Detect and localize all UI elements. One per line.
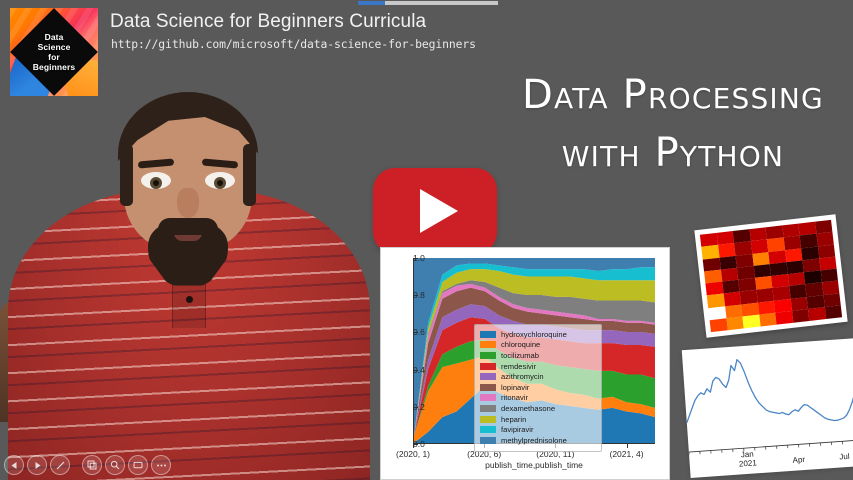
legend-label: chloroquine	[501, 340, 541, 350]
play-triangle-icon	[420, 189, 458, 233]
rectangle-icon	[133, 461, 143, 469]
chart-legend: hydroxychloroquine chloroquine tocilizumab…	[474, 324, 602, 452]
tick-line-1: Apr	[792, 454, 806, 465]
shirt-button	[185, 296, 193, 303]
heatmap-cell	[709, 318, 728, 333]
logo-line-3: for	[48, 52, 60, 62]
slide-title-line-1: Data Processing	[522, 72, 824, 118]
legend-item: ritonavir	[480, 393, 596, 404]
legend-item: dexamethasone	[480, 403, 596, 414]
tick-line-1: Jul	[839, 451, 850, 462]
logo-line-4: Beginners	[32, 62, 76, 72]
search-icon	[110, 460, 120, 470]
heatmap-cell	[725, 316, 744, 331]
line-chart-tick-label: Apr	[792, 455, 805, 465]
legend-label: azithromycin	[501, 372, 544, 382]
legend-swatch	[480, 362, 496, 370]
sideburn-left	[120, 144, 133, 206]
ellipsis-icon	[156, 464, 166, 466]
player-controls	[4, 454, 171, 476]
legend-swatch	[480, 383, 496, 391]
mouth	[174, 233, 202, 241]
legend-swatch	[480, 404, 496, 412]
legend-item: tocilizumab	[480, 350, 596, 361]
eye-left	[141, 172, 171, 189]
video-progress-bar[interactable]	[358, 1, 498, 5]
iris-right	[214, 177, 226, 189]
logo-line-1: Data	[44, 32, 64, 42]
legend-item: lopinavir	[480, 382, 596, 393]
sideburn-right	[243, 144, 256, 206]
legend-swatch	[480, 330, 496, 338]
legend-item: favipiravir	[480, 424, 596, 435]
copy-button[interactable]	[82, 455, 102, 475]
legend-label: tocilizumab	[501, 350, 539, 360]
play-button[interactable]	[27, 455, 47, 475]
page-title: Data Science for Beginners Curricula	[110, 11, 427, 32]
legend-label: hydroxychloroquine	[501, 329, 567, 339]
tick-line-2: 2021	[738, 458, 758, 469]
course-logo: Data Science for Beginners	[10, 8, 98, 96]
legend-label: lopinavir	[501, 382, 530, 392]
back-button[interactable]	[4, 455, 24, 475]
copy-icon	[87, 460, 97, 470]
legend-label: dexamethasone	[501, 403, 556, 413]
legend-swatch	[480, 436, 496, 444]
no-entry-button[interactable]	[50, 455, 70, 475]
heatmap-figure	[694, 214, 848, 338]
moustache	[158, 218, 218, 235]
slash-circle-icon	[56, 461, 64, 469]
eye-right	[205, 172, 235, 189]
legend-label: favipiravir	[501, 425, 534, 435]
legend-swatch	[480, 415, 496, 423]
legend-swatch	[480, 351, 496, 359]
triangle-right-icon	[35, 461, 40, 469]
heatmap-cell	[742, 314, 761, 329]
presenter-video	[0, 48, 376, 480]
x-tick-label: (2020, 1)	[395, 444, 431, 459]
legend-item: methylprednisolone	[480, 435, 596, 446]
legend-item: remdesivir	[480, 361, 596, 372]
triangle-left-icon	[11, 461, 16, 469]
slide-title: Data Processing with Python	[498, 66, 848, 182]
more-button[interactable]	[151, 455, 171, 475]
legend-item: hydroxychloroquine	[480, 329, 596, 340]
legend-item: heparin	[480, 414, 596, 425]
line-chart-figure: Jan 2021 Apr Jul	[681, 338, 853, 478]
video-progress-played	[358, 1, 385, 5]
line-chart-plot	[686, 359, 853, 456]
heatmap-cell	[824, 305, 843, 320]
repo-url[interactable]: http://github.com/microsoft/data-science…	[111, 37, 476, 51]
logo-text: Data Science for Beginners	[10, 32, 98, 72]
card-button[interactable]	[128, 455, 148, 475]
heatmap-cell	[807, 306, 826, 321]
nose	[177, 188, 199, 218]
legend-item: chloroquine	[480, 340, 596, 351]
legend-swatch	[480, 426, 496, 434]
line-chart-tick-label: Jul	[839, 452, 850, 462]
legend-swatch	[480, 341, 496, 349]
heatmap-cell	[775, 310, 793, 325]
legend-swatch	[480, 394, 496, 402]
logo-line-2: Science	[37, 42, 71, 52]
legend-label: remdesivir	[501, 361, 537, 371]
legend-label: ritonavir	[501, 393, 529, 403]
zoom-button[interactable]	[105, 455, 125, 475]
x-axis-label: publish_time,publish_time	[485, 460, 583, 470]
line-chart-tick-label: Jan 2021	[738, 449, 758, 469]
heatmap-cell	[791, 308, 810, 323]
legend-label: methylprednisolone	[501, 435, 567, 445]
x-tick-label: (2021, 4)	[609, 444, 644, 459]
youtube-play-button[interactable]	[373, 168, 497, 254]
legend-label: heparin	[501, 414, 527, 424]
iris-left	[150, 177, 162, 189]
heatmap-cell	[758, 312, 777, 327]
stacked-area-figure: 0.00.20.40.60.81.0 (2020, 1)(2020, 6)(20…	[380, 247, 670, 480]
heatmap-grid	[699, 219, 843, 333]
slide-title-line-2: with Python	[561, 130, 785, 176]
legend-swatch	[480, 373, 496, 381]
legend-item: azithromycin	[480, 371, 596, 382]
